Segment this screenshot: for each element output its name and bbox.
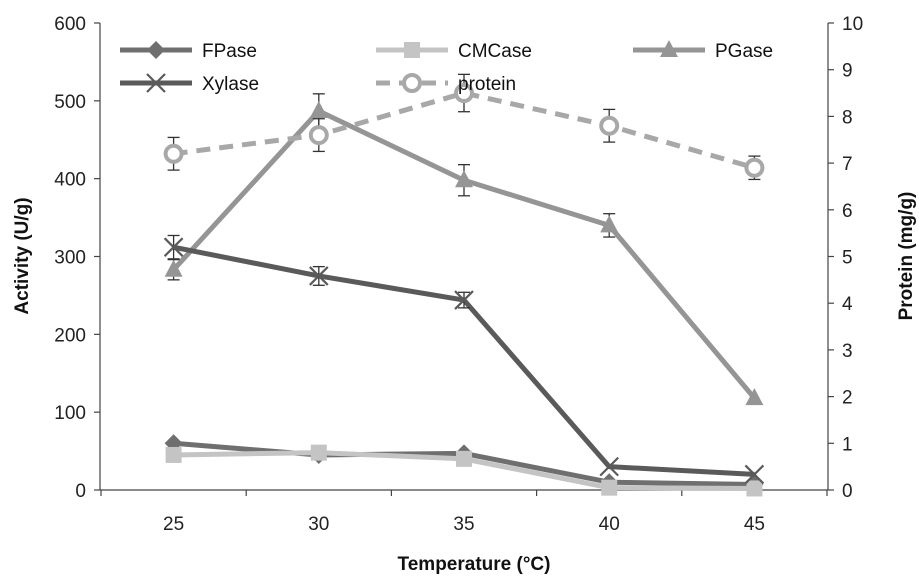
legend-label: PGase (715, 41, 773, 62)
legend-item-protein: protein (376, 73, 516, 95)
data-point-cmcase (310, 444, 327, 461)
data-point-xylase (163, 237, 184, 257)
marker-stroke (163, 237, 184, 257)
x-tick-label: 25 (163, 514, 184, 535)
y2-tick-label: 4 (842, 294, 853, 315)
y-tick-label: 500 (54, 92, 86, 113)
y2-tick-label: 1 (842, 434, 853, 455)
series-pgase (164, 93, 764, 406)
x-tick-label: 40 (599, 514, 620, 535)
legend-swatch-marker (147, 41, 165, 59)
data-point-protein (599, 115, 620, 136)
legend-swatch-marker (402, 73, 422, 93)
y-tick-label: 0 (75, 481, 86, 502)
data-point-cmcase (165, 446, 182, 463)
data-point-xylase (454, 290, 474, 310)
series-line-xylase (173, 244, 755, 477)
data-point-pgase (455, 170, 473, 188)
y2-tick-label: 0 (842, 481, 853, 502)
data-point-protein (163, 143, 184, 164)
y2-tick-label: 5 (842, 248, 853, 269)
series-line-pgase (171, 108, 757, 400)
data-point-pgase (600, 215, 619, 233)
data-point-xylase (309, 266, 329, 286)
y2-tick-label: 10 (842, 14, 863, 35)
legend-item-xylase: Xylase (120, 73, 259, 95)
x-tick-label: 30 (308, 514, 329, 535)
x-tick-label: 45 (744, 514, 765, 535)
data-point-cmcase (746, 480, 763, 497)
x-tick-label: 35 (453, 514, 474, 535)
data-point-pgase (309, 100, 328, 118)
series-xylase (163, 234, 765, 485)
data-point-pgase (745, 388, 764, 406)
marker-stroke (744, 464, 765, 485)
data-point-protein (744, 157, 765, 178)
legend-swatch-marker (660, 40, 678, 57)
legend-label: protein (458, 74, 516, 95)
legend-item-cmcase: CMCase (376, 41, 532, 62)
data-point-pgase (164, 259, 183, 277)
y2-tick-label: 6 (842, 201, 853, 222)
marker-stroke (309, 266, 329, 286)
y-tick-label: 200 (54, 325, 86, 346)
data-point-protein (454, 83, 474, 104)
y-tick-label: 400 (54, 170, 86, 191)
legend-swatch-marker (146, 73, 166, 93)
y-tick-label: 300 (54, 248, 86, 269)
y2-tick-label: 8 (842, 107, 853, 128)
series-layer (163, 73, 765, 497)
y2-axis-title: Protein (mg/g) (896, 192, 917, 321)
legend: FPase CMCase PGase Xylase protein (120, 40, 773, 95)
y2-tick-label: 9 (842, 61, 853, 82)
data-point-xylase (599, 456, 619, 477)
legend-swatch-marker (404, 42, 420, 58)
axes (94, 22, 834, 496)
marker-stroke (599, 456, 619, 477)
data-point-cmcase (601, 479, 618, 496)
legend-label: FPase (202, 41, 257, 62)
x-axis-title: Temperature (°C) (398, 554, 551, 575)
data-point-xylase (744, 464, 765, 485)
legend-label: Xylase (202, 74, 259, 95)
legend-label: CMCase (458, 41, 532, 62)
y-axis-title: Activity (U/g) (12, 197, 33, 314)
y-tick-label: 100 (54, 403, 86, 424)
data-point-protein (308, 125, 329, 146)
y2-tick-label: 3 (842, 341, 853, 362)
y2-tick-label: 2 (842, 388, 853, 409)
marker-stroke (146, 73, 166, 93)
series-cmcase (165, 444, 763, 497)
legend-item-fpase: FPase (120, 41, 257, 62)
data-point-cmcase (456, 450, 472, 467)
legend-item-pgase: PGase (633, 40, 773, 62)
y2-tick-label: 7 (842, 154, 853, 175)
series-protein (163, 73, 765, 181)
y-tick-label: 600 (54, 14, 86, 35)
series-line-protein (173, 90, 756, 171)
marker-stroke (454, 290, 474, 310)
